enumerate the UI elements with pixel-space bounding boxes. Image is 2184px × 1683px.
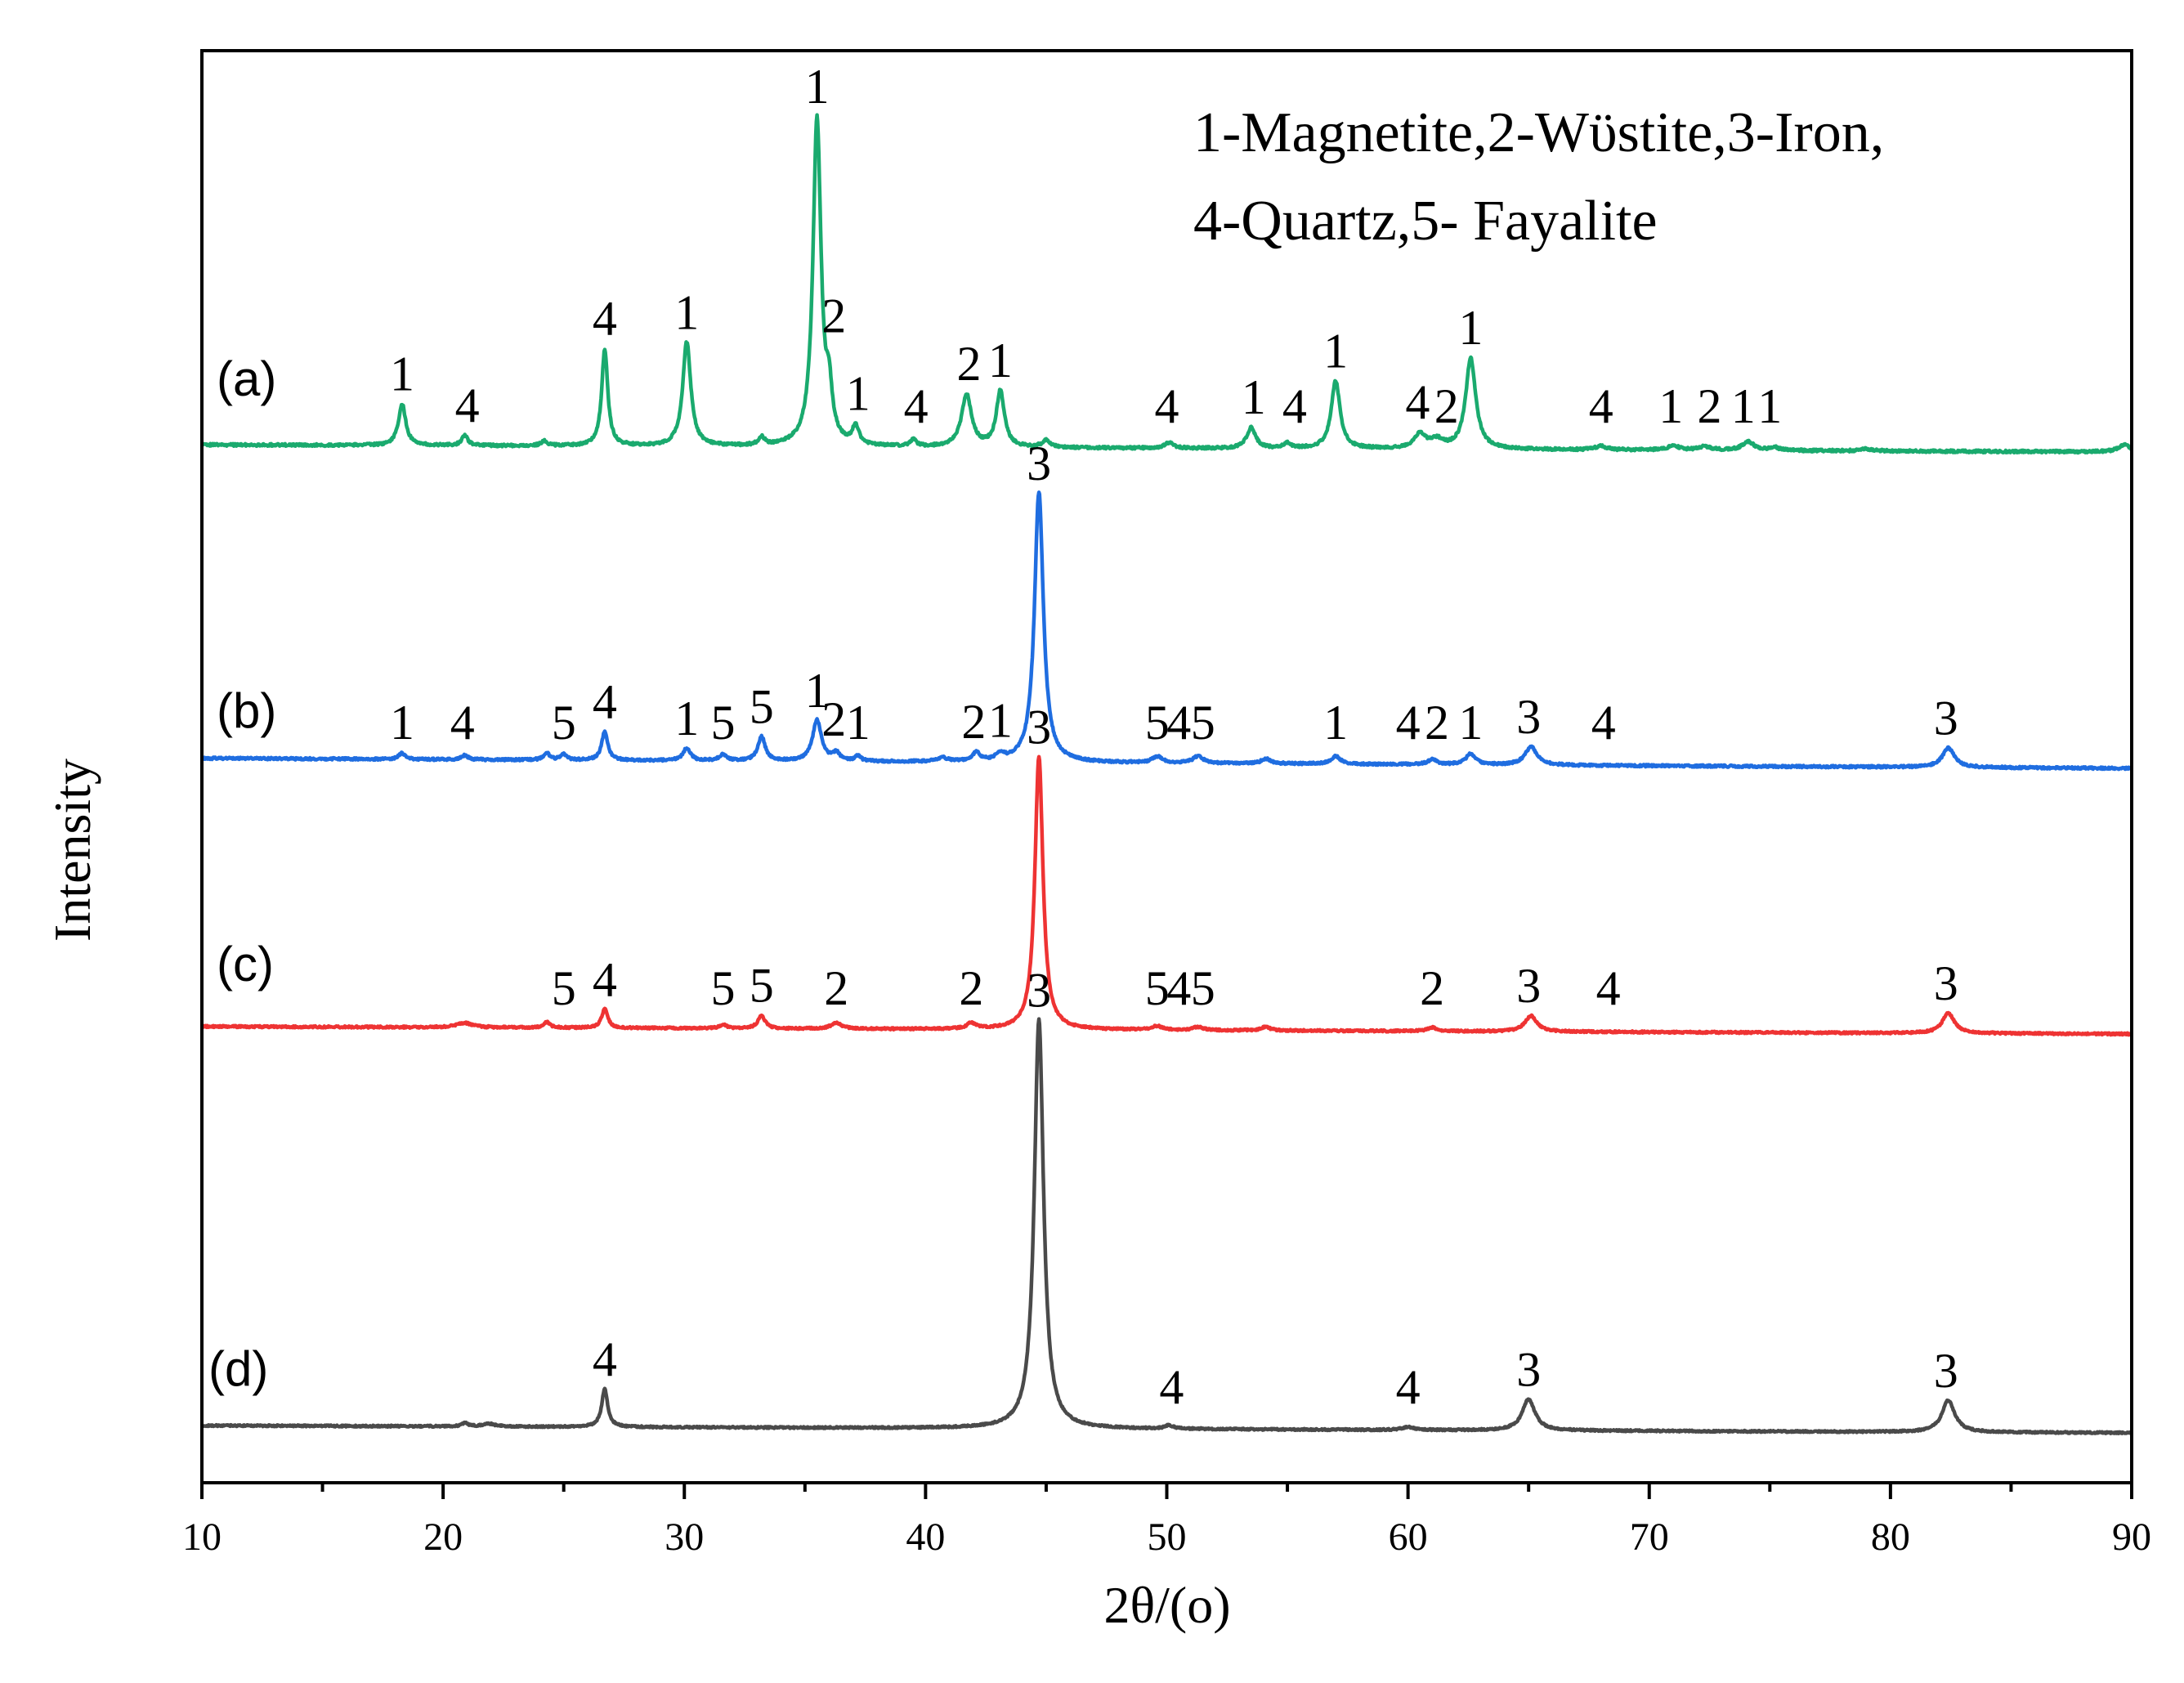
peak-label-a: 4: [1282, 379, 1307, 433]
series-labels: (a) (b) (c) (d): [208, 351, 276, 1396]
peak-label-a: 1: [846, 367, 870, 421]
peak-label-c: 2: [1420, 961, 1444, 1015]
series-line-b: [200, 490, 2134, 772]
x-tick-label: 40: [906, 1515, 945, 1559]
peak-label-a: 2: [1434, 379, 1459, 433]
peak-label-b: 2: [1425, 696, 1449, 750]
series-line-a: [199, 113, 2133, 455]
peak-label-d: 3: [1027, 964, 1051, 1018]
peak-label-b: 1: [390, 696, 414, 750]
peak-label-a: 1: [1242, 370, 1266, 424]
peak-label-b: 4: [1166, 696, 1191, 750]
peak-label-a: 1: [1658, 379, 1683, 433]
peak-label-b: 5: [1145, 696, 1170, 750]
peak-label-a: 1: [674, 286, 699, 340]
peak-label-c: 5: [750, 959, 774, 1013]
peak-label-b: 2: [961, 695, 986, 749]
x-axis-title: 2θ/(o): [1103, 1576, 1230, 1634]
x-tick-label: 10: [182, 1515, 222, 1559]
peak-label-a: 1: [1731, 379, 1756, 433]
peak-label-a: 1: [805, 60, 830, 114]
series-label-a: (a): [217, 351, 276, 406]
peak-label-b: 3: [1516, 690, 1541, 744]
peak-label-a: 2: [957, 337, 982, 391]
peak-label-c: 3: [1934, 956, 1958, 1010]
peak-label-d: 3: [1516, 1343, 1541, 1397]
peak-label-c: 3: [1516, 959, 1541, 1013]
peak-label-b: 4: [1396, 696, 1421, 750]
series-label-b: (b): [217, 683, 276, 738]
peak-label-b: 1: [1458, 696, 1483, 750]
peak-label-d: 4: [1396, 1360, 1421, 1414]
peak-label-c: 5: [711, 961, 736, 1015]
x-tick-label: 60: [1389, 1515, 1428, 1559]
peak-label-c: 3: [1027, 701, 1051, 754]
series-traces: [199, 113, 2134, 1435]
peak-label-a: 1: [1757, 379, 1782, 433]
legend-line-2: 4-Quartz,5- Fayalite: [1193, 190, 1658, 253]
peak-label-c: 4: [1166, 961, 1191, 1015]
series-label-d: (d): [208, 1341, 268, 1396]
x-tick-label: 20: [423, 1515, 463, 1559]
peak-label-b: 5: [750, 680, 774, 734]
peak-label-c: 2: [824, 961, 848, 1015]
peak-label-b: 5: [711, 696, 736, 750]
peak-label-a: 1: [390, 347, 414, 401]
peak-label-d: 4: [593, 1332, 617, 1386]
peak-label-b: 3: [1934, 691, 1958, 745]
peak-label-b: 1: [1323, 696, 1348, 750]
x-tick-label: 50: [1148, 1515, 1187, 1559]
series-label-c: (c): [217, 937, 274, 991]
series-line-d: [200, 1017, 2133, 1435]
peak-label-c: 5: [1145, 961, 1170, 1015]
series-line-c: [200, 754, 2133, 1037]
legend-line-1: 1-Magnetite,2-Wϋstite,3-Iron,: [1193, 101, 1884, 164]
x-axis-ticks: 10 20 30 40 50 60 70 80 90: [182, 1483, 2151, 1559]
peak-label-b: 1: [805, 664, 830, 718]
peak-label-b: 1: [846, 696, 870, 750]
peak-label-d: 3: [1934, 1344, 1958, 1398]
peak-label-b: 4: [450, 696, 475, 750]
x-tick-label: 80: [1871, 1515, 1910, 1559]
peak-label-c: 4: [593, 952, 617, 1006]
peak-label-a: 1: [988, 333, 1013, 387]
peak-label-b: 1: [674, 692, 699, 745]
peak-label-b: 5: [1191, 696, 1215, 750]
peak-label-b: 4: [1591, 696, 1616, 750]
peak-label-c: 4: [1596, 961, 1621, 1015]
peak-label-d: 4: [1159, 1360, 1184, 1414]
peak-label-a: 2: [821, 289, 846, 343]
peak-label-b: 1: [988, 693, 1013, 747]
x-tick-label: 30: [665, 1515, 704, 1559]
peak-label-a: 4: [904, 379, 929, 433]
peak-label-a: 1: [1458, 301, 1483, 355]
peak-label-b: 5: [552, 696, 576, 750]
peak-label-b: 4: [593, 675, 617, 729]
peak-label-a: 2: [1698, 379, 1722, 433]
peak-label-a: 4: [593, 292, 617, 346]
peak-label-c: 2: [959, 961, 983, 1015]
peak-label-b: 3: [1027, 436, 1051, 490]
peak-label-c: 5: [1191, 961, 1215, 1015]
peak-label-a: 1: [1323, 324, 1348, 378]
peak-label-a: 4: [1155, 379, 1179, 433]
peak-label-a: 4: [455, 378, 480, 432]
y-axis-title: Intensity: [43, 759, 101, 942]
peak-label-a: 4: [1405, 375, 1430, 429]
peak-label-c: 5: [552, 961, 576, 1015]
legend: 1-Magnetite,2-Wϋstite,3-Iron, 4-Quartz,5…: [1193, 101, 1884, 253]
peak-label-a: 4: [1589, 379, 1613, 433]
peak-label-b: 2: [821, 692, 846, 746]
x-tick-label: 70: [1630, 1515, 1669, 1559]
x-tick-label: 90: [2112, 1515, 2151, 1559]
